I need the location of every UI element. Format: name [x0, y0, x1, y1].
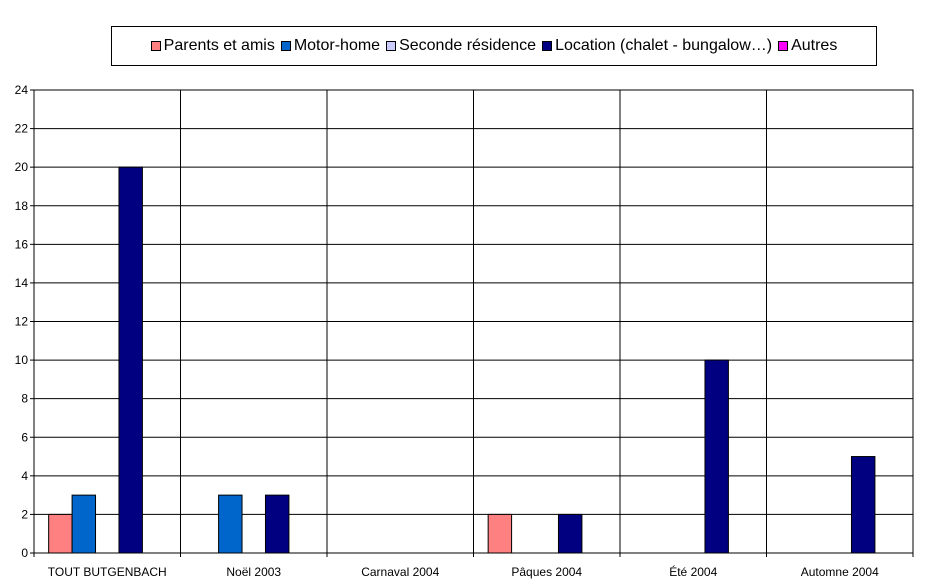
legend-label: Motor-home: [293, 37, 381, 54]
x-tick-label: Automne 2004: [801, 565, 879, 579]
y-tick-label: 22: [15, 122, 29, 136]
x-tick-label: TOUT BUTGENBACH: [48, 565, 167, 579]
x-tick-label: Noël 2003: [226, 565, 281, 579]
legend-label: Location (chalet - bungalow…): [555, 37, 773, 54]
legend-label: Seconde résidence: [399, 37, 537, 54]
bar-parents-et-amis: [487, 513, 513, 554]
y-tick-label: 2: [21, 507, 28, 521]
y-tick-label: 14: [15, 276, 29, 290]
y-tick-label: 20: [15, 160, 29, 174]
legend-label: Parents et amis: [163, 37, 275, 54]
bar-location-chalet-bungalow: [704, 359, 729, 554]
bar-location-chalet-bungalow: [118, 166, 143, 554]
legend-item: Location (chalet - bungalow…): [542, 37, 772, 55]
legend-swatch: [778, 41, 789, 51]
y-tick-label: 8: [21, 392, 28, 406]
bar-location-chalet-bungalow: [850, 456, 876, 554]
bar-location-chalet-bungalow: [264, 494, 290, 554]
legend-label: Autres: [791, 37, 838, 54]
y-tick-label: 4: [21, 469, 28, 483]
y-tick-label: 12: [15, 315, 29, 329]
y-tick-label: 16: [15, 237, 29, 251]
y-tick-label: 10: [15, 353, 29, 367]
bar-parents-et-amis: [48, 513, 73, 554]
legend-swatch: [386, 41, 397, 51]
y-tick-label: 24: [15, 83, 29, 97]
bar-location-chalet-bungalow: [557, 513, 583, 554]
y-tick-label: 6: [21, 430, 28, 444]
legend: Parents et amis Motor-home Seconde résiden…: [111, 26, 877, 66]
legend-swatch: [542, 41, 553, 51]
bar-motor-home: [218, 494, 243, 554]
y-tick-label: 0: [21, 546, 28, 560]
legend-item: Motor-home: [280, 37, 381, 55]
x-tick-label: Carnaval 2004: [361, 565, 439, 579]
x-tick-label: Pâques 2004: [511, 565, 582, 579]
legend-swatch: [150, 41, 161, 51]
legend-swatch: [280, 41, 291, 51]
bar-motor-home: [71, 494, 97, 554]
y-tick-label: 18: [15, 199, 29, 213]
legend-item: Autres: [778, 37, 837, 55]
x-tick-label: Été 2004: [669, 564, 717, 579]
legend-item: Seconde résidence: [386, 37, 536, 55]
legend-item: Parents et amis: [150, 37, 275, 55]
